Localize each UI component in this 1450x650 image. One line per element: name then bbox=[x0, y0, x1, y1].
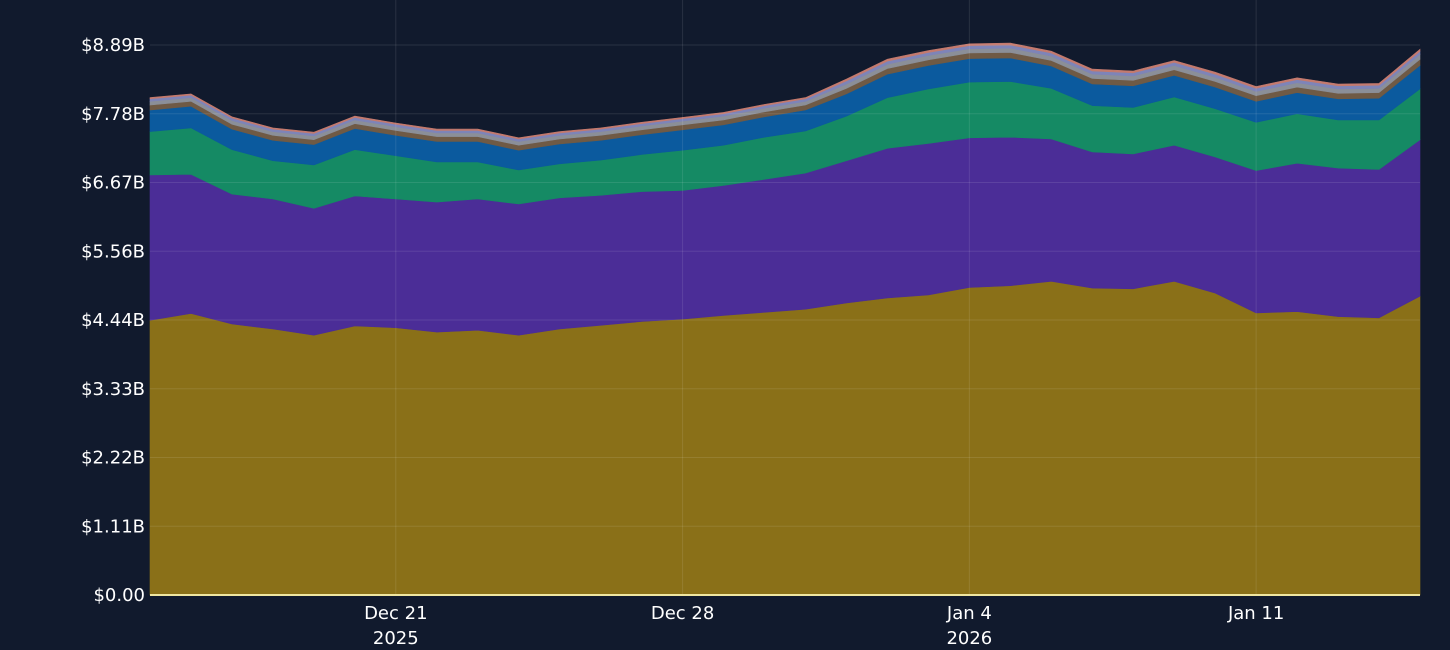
y-tick-label: $5.56B bbox=[81, 241, 145, 262]
x-tick-sublabel: 2025 bbox=[373, 628, 419, 649]
x-axis-tick-labels: Dec 21 2025 Dec 28 Jan 4 2026 Jan 11 bbox=[364, 603, 1284, 649]
x-tick-label: Dec 28 bbox=[651, 603, 714, 624]
y-tick-label: $8.89B bbox=[81, 35, 145, 56]
area-series-8 bbox=[149, 42, 1421, 140]
y-tick-label: $6.67B bbox=[81, 173, 145, 194]
x-tick-sublabel: 2026 bbox=[946, 628, 992, 649]
y-tick-label: $0.00 bbox=[93, 585, 145, 606]
area-series-layer bbox=[149, 42, 1421, 596]
y-tick-label: $4.44B bbox=[81, 310, 145, 331]
y-tick-label: $2.22B bbox=[81, 448, 145, 469]
y-axis-tick-labels: $0.00 $1.11B $2.22B $3.33B $4.44B $5.56B $6.67… bbox=[81, 35, 145, 606]
y-tick-label: $7.78B bbox=[81, 104, 145, 125]
x-tick-label: Dec 21 bbox=[364, 603, 427, 624]
y-tick-label: $3.33B bbox=[81, 379, 145, 400]
x-tick-label: Jan 4 bbox=[946, 603, 992, 624]
y-tick-label: $1.11B bbox=[81, 516, 145, 537]
x-tick-label: Jan 11 bbox=[1227, 603, 1284, 624]
